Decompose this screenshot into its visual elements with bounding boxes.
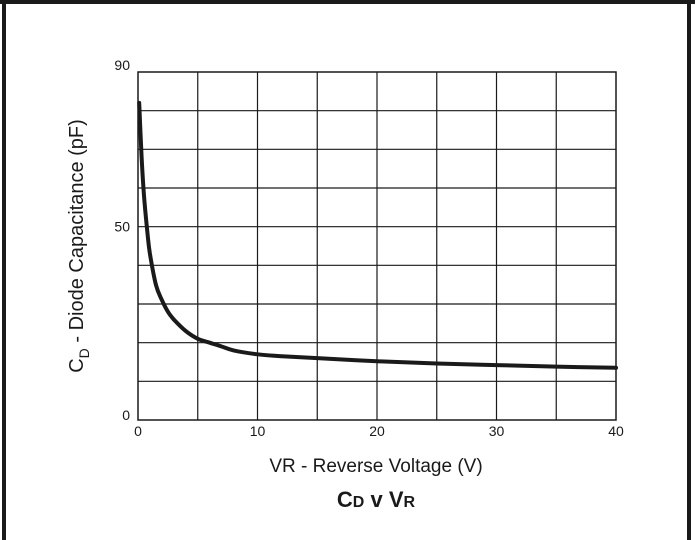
title-c: C [337, 487, 353, 512]
y-axis-label: CD - Diode Capacitance (pF) [66, 119, 92, 373]
y-tick-label: 90 [114, 57, 130, 73]
x-axis-label: VR - Reverse Voltage (V) [269, 456, 482, 477]
y-tick-label: 0 [122, 407, 130, 423]
title-vr-v: V [389, 487, 404, 512]
y-axis-label-subscript: D [76, 348, 92, 358]
chart-title: CD v VR [337, 487, 416, 512]
x-tick-label: 30 [489, 423, 505, 439]
plot-area-border [137, 71, 617, 421]
capacitance-curve [137, 100, 618, 370]
y-axis-ticks: 0 50 90 [114, 57, 130, 423]
x-tick-label: 10 [250, 423, 266, 439]
title-v: v [364, 487, 388, 512]
title-d: D [353, 494, 365, 511]
x-axis-ticks: 0 10 20 30 40 [134, 423, 624, 439]
y-axis-label-symbol: C [66, 358, 88, 372]
x-tick-label: 20 [369, 423, 385, 439]
chart-grid [138, 72, 616, 420]
y-axis-label-text: - Diode Capacitance (pF) [66, 119, 88, 348]
y-tick-label: 50 [114, 219, 130, 235]
title-r: R [404, 494, 416, 511]
x-tick-label: 0 [134, 423, 142, 439]
x-tick-label: 40 [608, 423, 624, 439]
